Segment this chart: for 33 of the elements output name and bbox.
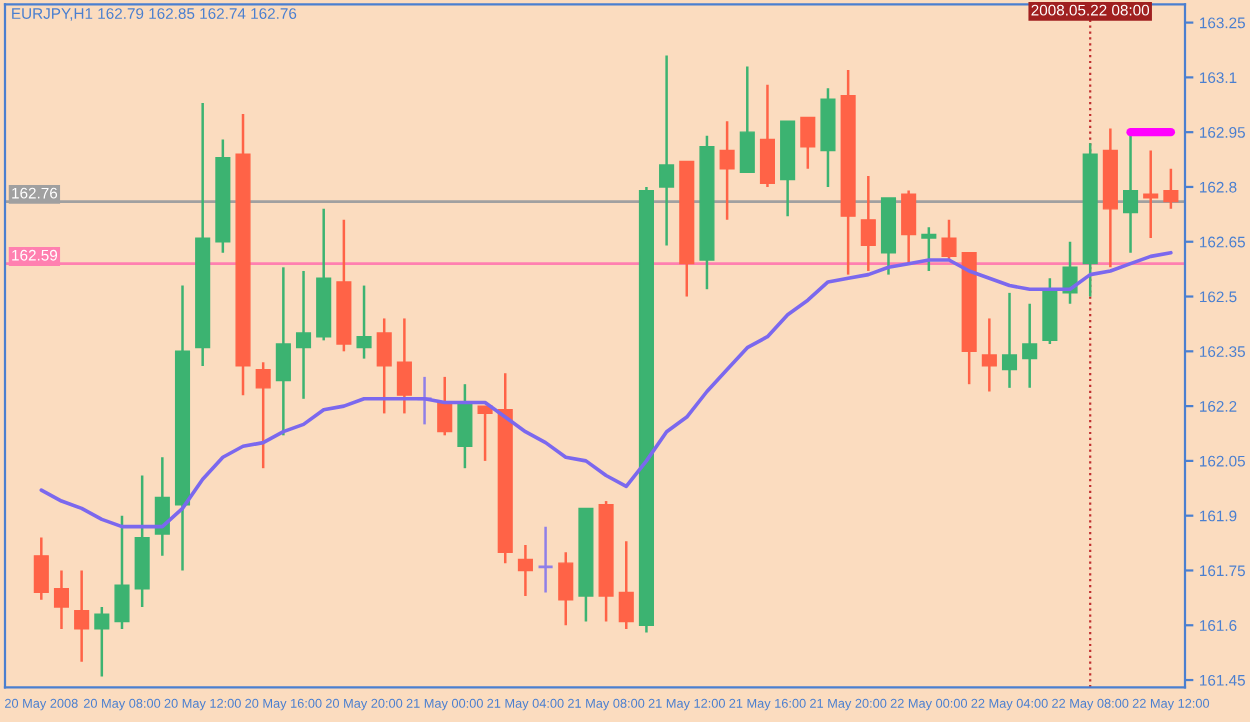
- candlestick: [719, 119, 735, 222]
- candlestick: [114, 514, 130, 631]
- candlestick: [94, 605, 110, 678]
- candlestick: [1143, 149, 1159, 240]
- candlestick: [860, 174, 876, 273]
- candlestick: [275, 266, 291, 437]
- candlestick: [74, 569, 90, 664]
- candlestick: [659, 54, 675, 247]
- candlestick: [457, 382, 473, 470]
- candlestick: [33, 536, 49, 601]
- candlestick: [739, 65, 755, 174]
- candlestick: [1122, 130, 1139, 254]
- candlestick: [396, 317, 412, 415]
- candlestick: [759, 83, 776, 189]
- candlestick: [356, 284, 372, 360]
- candlestick: [255, 361, 271, 470]
- candlestick: [1022, 302, 1038, 390]
- candlestick: [981, 317, 997, 393]
- candlestick: [901, 189, 917, 265]
- candlestick: [1163, 167, 1179, 211]
- candlestick: [558, 550, 574, 627]
- candlestick: [537, 525, 555, 594]
- candlestick: [941, 218, 957, 262]
- candlestick: [1001, 291, 1018, 390]
- candlestick: [295, 269, 312, 401]
- candlestick: [376, 317, 392, 415]
- candlestick: [477, 404, 493, 463]
- candlestick: [800, 116, 816, 170]
- candlestick: [437, 375, 453, 437]
- candlestick: [618, 540, 634, 631]
- candlestick: [921, 225, 937, 273]
- candlestick: [53, 569, 70, 631]
- candlestick: [517, 543, 533, 598]
